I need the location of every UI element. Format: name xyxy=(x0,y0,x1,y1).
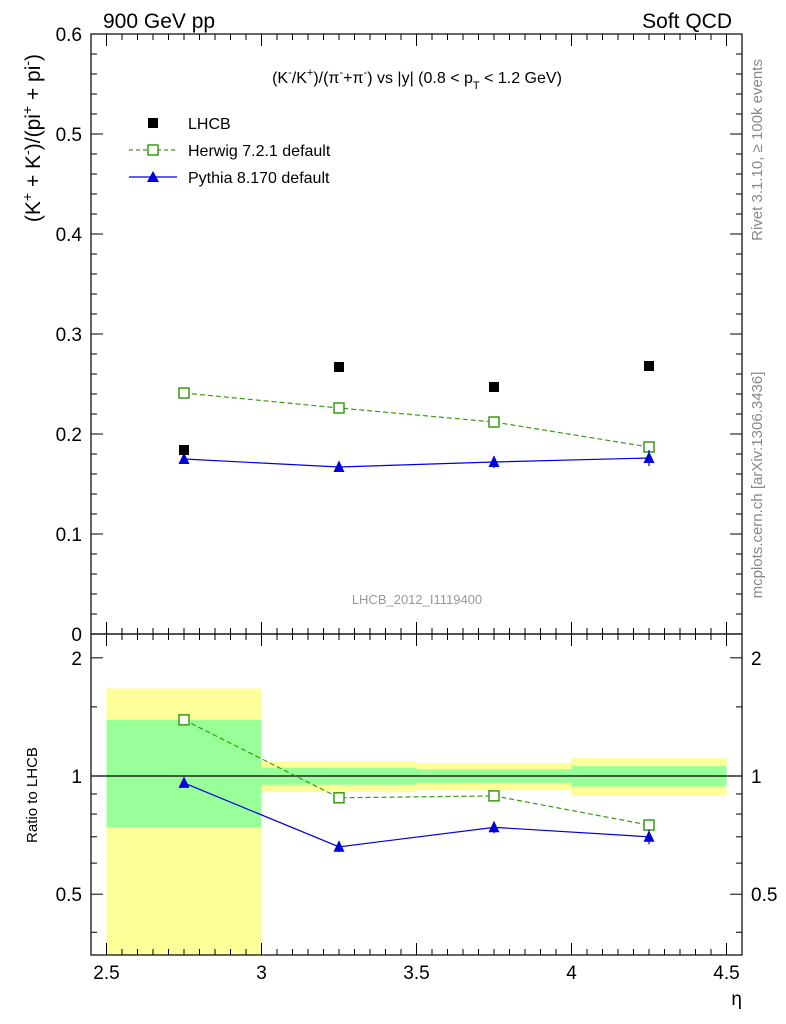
ratio-pythia-point xyxy=(333,840,345,852)
ratio-pythia-point xyxy=(643,830,655,842)
herwig-point xyxy=(488,416,500,428)
ratio-y-tick-label-right: 0.5 xyxy=(751,885,777,906)
header-left: 900 GeV pp xyxy=(103,10,215,33)
main-y-tick-label: 0.5 xyxy=(56,125,82,146)
ratio-herwig-point xyxy=(333,792,345,804)
rivet-label: Rivet 3.1.10, ≥ 100k events xyxy=(749,59,766,241)
pythia-point xyxy=(178,452,190,464)
ratio-herwig-point xyxy=(178,714,190,726)
ratio-band-green xyxy=(106,719,262,828)
main-y-tick-label: 0.2 xyxy=(56,425,82,446)
herwig-point xyxy=(178,387,190,399)
lhcb-point xyxy=(334,362,344,372)
herwig-line xyxy=(183,392,650,448)
x-tick-label: 4 xyxy=(566,963,577,984)
ratio-herwig-point xyxy=(643,819,655,831)
ratio-herwig-line xyxy=(183,719,650,826)
pythia-point xyxy=(643,451,655,463)
legend-marker-herwig xyxy=(147,144,159,156)
legend-marker-lhcb xyxy=(148,118,158,128)
ratio-y-tick-label-right: 1 xyxy=(751,767,762,788)
legend-label-lhcb: LHCB xyxy=(188,116,231,133)
axes-and-ticks: 2.5 3 3.5 4 4.5 0 0.1 0.2 0.3 0.4 0.5 0.6 0.5 0.5 1 1 2 2 xyxy=(56,25,778,984)
main-y-tick-label: 0 xyxy=(71,625,82,646)
x-tick-label: 3 xyxy=(256,963,267,984)
pythia-point xyxy=(488,455,500,467)
lhcb-point xyxy=(644,361,654,371)
x-tick-label: 4.5 xyxy=(713,963,739,984)
lhcb-point xyxy=(179,445,189,455)
main-ylabel: (K+ + K-)/(pi+ + pi-) xyxy=(19,54,45,222)
herwig-point xyxy=(333,402,345,414)
ratio-y-tick-label-left: 1 xyxy=(71,767,82,788)
ratio-pythia-line xyxy=(183,782,650,848)
analysis-watermark: LHCB_2012_I1119400 xyxy=(352,592,482,607)
pythia-point xyxy=(333,460,345,472)
data-marks xyxy=(178,361,655,853)
ratio-pythia-point xyxy=(488,820,500,833)
header-right: Soft QCD xyxy=(642,10,732,33)
legend-label-pythia: Pythia 8.170 default xyxy=(188,170,330,187)
ratio-pythia-point xyxy=(178,776,190,788)
legend-label-herwig: Herwig 7.2.1 default xyxy=(188,143,331,160)
ratio-ylabel: Ratio to LHCB xyxy=(24,747,41,843)
x-tick-label: 3.5 xyxy=(403,963,429,984)
uncertainty-bands xyxy=(91,688,742,955)
ratio-y-tick-label-left: 2 xyxy=(71,649,82,670)
ratio-y-tick-label-right: 2 xyxy=(751,649,762,670)
main-y-tick-label: 0.3 xyxy=(56,325,82,346)
ratio-herwig-point xyxy=(488,790,500,802)
mcplots-label: mcplots.cern.ch [arXiv:1306.3436] xyxy=(749,372,766,599)
x-tick-label: 2.5 xyxy=(93,963,119,984)
ratio-frame xyxy=(90,633,743,956)
legend-marker-pythia xyxy=(147,171,159,182)
main-y-tick-label: 0.4 xyxy=(56,225,83,246)
main-y-tick-label: 0.1 xyxy=(56,525,82,546)
legend: LHCB Herwig 7.2.1 default Pythia 8.170 d… xyxy=(129,116,331,187)
lhcb-point xyxy=(489,382,499,392)
pythia-line xyxy=(183,457,650,468)
main-y-tick-label: 0.6 xyxy=(56,25,82,46)
ratio-xlabel: η xyxy=(731,989,742,1010)
main-title: (K-/K+)/(π-+π-) vs |y| (0.8 < pT < 1.2 G… xyxy=(272,67,562,92)
ratio-y-tick-label-left: 0.5 xyxy=(56,885,82,906)
